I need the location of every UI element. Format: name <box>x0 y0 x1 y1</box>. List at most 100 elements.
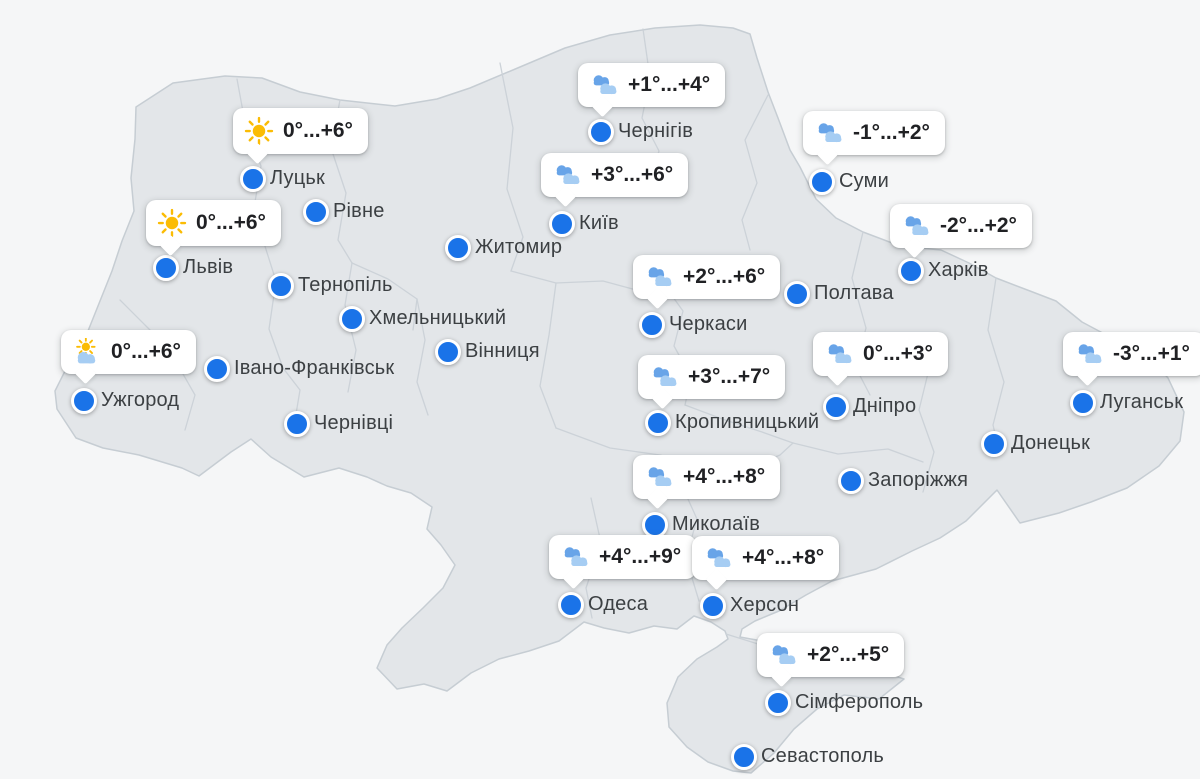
city-label: Черкаси <box>669 313 748 336</box>
weather-tooltip[interactable]: -3°...+1° <box>1063 332 1200 376</box>
weather-tooltip[interactable]: +3°...+6° <box>541 153 689 197</box>
city-label: Хмельницький <box>369 307 507 330</box>
temperature-range: +4°...+8° <box>742 546 825 569</box>
temperature-range: -3°...+1° <box>1113 342 1190 365</box>
temperature-range: 0°...+6° <box>111 340 181 363</box>
city-dot[interactable] <box>700 593 726 619</box>
cloudy-icon <box>818 123 842 143</box>
city-dot[interactable] <box>153 255 179 281</box>
city-dot[interactable] <box>645 410 671 436</box>
weather-tooltip[interactable]: +2°...+5° <box>757 633 905 677</box>
temperature-range: -1°...+2° <box>853 121 930 144</box>
city-label: Луганськ <box>1100 391 1184 414</box>
city-label: Харків <box>928 259 989 282</box>
cloudy-icon <box>653 367 677 387</box>
city-dot[interactable] <box>588 119 614 145</box>
city-dot[interactable] <box>445 235 471 261</box>
city-dot[interactable] <box>284 411 310 437</box>
cloudy-icon <box>556 165 580 185</box>
city-dot[interactable] <box>549 211 575 237</box>
weather-tooltip[interactable]: -1°...+2° <box>803 111 945 155</box>
city-dot[interactable] <box>204 356 230 382</box>
city-dot[interactable] <box>823 394 849 420</box>
city-label: Київ <box>579 212 619 235</box>
weather-tooltip[interactable]: 0°...+6° <box>146 200 281 246</box>
city-dot[interactable] <box>898 258 924 284</box>
city-label: Чернігів <box>618 120 694 143</box>
weather-tooltip[interactable]: +3°...+7° <box>638 355 786 399</box>
city-label: Дніпро <box>853 395 917 418</box>
city-label: Одеса <box>588 593 649 616</box>
cloudy-icon <box>828 344 852 364</box>
city-label: Житомир <box>475 236 563 259</box>
city-dot[interactable] <box>765 690 791 716</box>
city-label: Рівне <box>333 200 385 223</box>
temperature-range: -2°...+2° <box>940 214 1017 237</box>
partly-cloudy-icon <box>76 338 96 364</box>
cloudy-icon <box>648 267 672 287</box>
city-label: Кропивницький <box>675 411 820 434</box>
city-dot[interactable] <box>784 281 810 307</box>
city-label: Чернівці <box>314 412 394 435</box>
temperature-range: +2°...+5° <box>807 643 890 666</box>
weather-tooltip[interactable]: +4°...+9° <box>549 535 697 579</box>
city-label: Вінниця <box>465 340 540 363</box>
weather-tooltip[interactable]: 0°...+3° <box>813 332 948 376</box>
city-label: Херсон <box>730 594 800 617</box>
temperature-range: 0°...+6° <box>196 211 266 234</box>
sunny-icon <box>244 116 274 146</box>
temperature-range: +4°...+8° <box>683 465 766 488</box>
city-dot[interactable] <box>339 306 365 332</box>
weather-tooltip[interactable]: +2°...+6° <box>633 255 781 299</box>
city-dot[interactable] <box>435 339 461 365</box>
city-label: Луцьк <box>270 167 325 190</box>
cloudy-icon <box>1078 344 1102 364</box>
city-label: Ужгород <box>101 389 180 412</box>
city-dot[interactable] <box>303 199 329 225</box>
city-label: Миколаїв <box>672 513 761 536</box>
city-label: Запоріжжя <box>868 469 969 492</box>
temperature-range: 0°...+3° <box>863 342 933 365</box>
cloudy-icon <box>648 467 672 487</box>
city-label: Сімферополь <box>795 691 924 714</box>
city-dot[interactable] <box>1070 390 1096 416</box>
weather-tooltip[interactable]: 0°...+6° <box>233 108 368 154</box>
city-label: Івано-Франківськ <box>234 357 395 380</box>
city-dot[interactable] <box>558 592 584 618</box>
temperature-range: +2°...+6° <box>683 265 766 288</box>
city-dot[interactable] <box>639 312 665 338</box>
city-dot[interactable] <box>981 431 1007 457</box>
weather-tooltip[interactable]: +1°...+4° <box>578 63 726 107</box>
cloudy-icon <box>905 216 929 236</box>
city-dot[interactable] <box>838 468 864 494</box>
temperature-range: +3°...+7° <box>688 365 771 388</box>
city-dot[interactable] <box>240 166 266 192</box>
city-label: Донецьк <box>1011 432 1091 455</box>
weather-tooltip[interactable]: +4°...+8° <box>692 536 840 580</box>
cloudy-icon <box>564 547 588 567</box>
city-label: Севастополь <box>761 745 884 768</box>
temperature-range: +1°...+4° <box>628 73 711 96</box>
city-dot[interactable] <box>268 273 294 299</box>
city-dot[interactable] <box>731 744 757 770</box>
city-label: Львів <box>183 256 234 279</box>
temperature-range: +4°...+9° <box>599 545 682 568</box>
temperature-range: 0°...+6° <box>283 119 353 142</box>
ukraine-landmass <box>54 24 1185 774</box>
city-dot[interactable] <box>71 388 97 414</box>
temperature-range: +3°...+6° <box>591 163 674 186</box>
cloudy-icon <box>707 548 731 568</box>
weather-tooltip[interactable]: -2°...+2° <box>890 204 1032 248</box>
sunny-icon <box>157 208 187 238</box>
city-label: Полтава <box>814 282 894 305</box>
city-dot[interactable] <box>642 512 668 538</box>
city-label: Тернопіль <box>298 274 393 297</box>
cloudy-icon <box>772 645 796 665</box>
cloudy-icon <box>593 75 617 95</box>
weather-tooltip[interactable]: +4°...+8° <box>633 455 781 499</box>
city-dot[interactable] <box>809 169 835 195</box>
city-label: Суми <box>839 170 889 193</box>
weather-tooltip[interactable]: 0°...+6° <box>61 330 196 374</box>
